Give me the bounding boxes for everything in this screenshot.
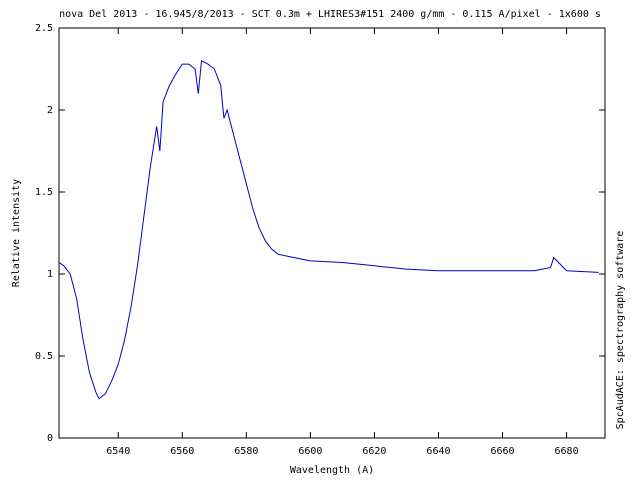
x-tick-label: 6620	[362, 446, 386, 457]
x-tick-label: 6560	[170, 446, 194, 457]
x-tick-label: 6600	[298, 446, 322, 457]
x-tick-label: 6640	[426, 446, 450, 457]
plot-frame	[58, 27, 606, 439]
y-tick-label: 2	[47, 105, 53, 116]
x-tick-label: 6660	[490, 446, 514, 457]
y-tick-label: 1.5	[35, 187, 53, 198]
y-axis-label: Relative intensity	[11, 179, 22, 287]
side-note: SpcAudACE: spectrography software	[615, 231, 626, 430]
y-tick-label: 0	[47, 433, 53, 444]
y-tick-label: 2.5	[35, 23, 53, 34]
x-tick-label: 6680	[555, 446, 579, 457]
y-tick-label: 0.5	[35, 351, 53, 362]
chart-title: nova Del 2013 - 16.945/8/2013 - SCT 0.3m…	[59, 9, 601, 20]
x-tick-label: 6540	[106, 446, 130, 457]
spectrum-line	[58, 60, 599, 400]
x-tick-label: 6580	[234, 446, 258, 457]
y-tick-label: 1	[47, 269, 53, 280]
x-axis-label: Wavelength (A)	[290, 465, 374, 476]
